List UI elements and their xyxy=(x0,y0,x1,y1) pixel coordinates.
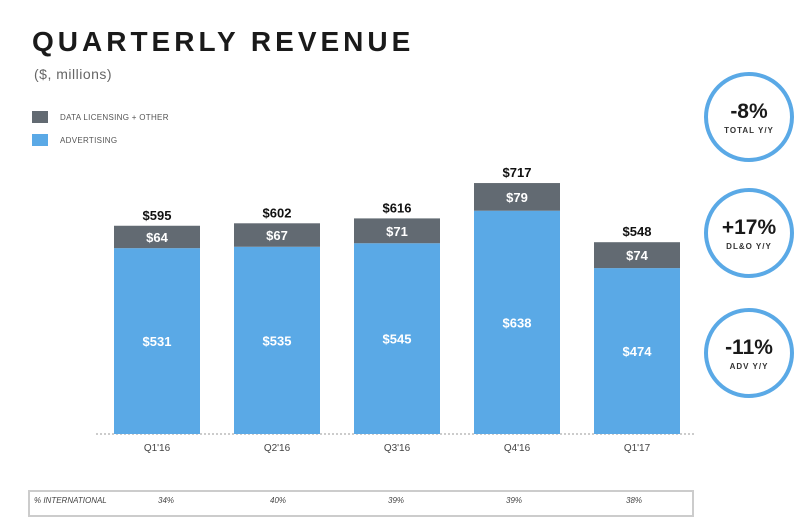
legend-item-dl-other: DATA LICENSING + OTHER xyxy=(32,111,169,123)
international-value-q3-16: 39% xyxy=(388,496,405,505)
x-tick-label-q316: Q3'16 xyxy=(384,443,411,454)
x-tick-label-q416: Q4'16 xyxy=(504,443,531,454)
badge-dlo-label: DL&O Y/Y xyxy=(726,241,772,251)
legend-swatch-advertising xyxy=(32,134,48,146)
total-label-q117: $548 xyxy=(623,224,652,239)
bar-advertising-q316 xyxy=(354,243,440,434)
total-label-q316: $616 xyxy=(383,200,412,215)
badge-dlo-yy: +17% DL&O Y/Y xyxy=(704,188,794,278)
legend-label-dl-other: DATA LICENSING + OTHER xyxy=(60,112,169,122)
bar-advertising-q116 xyxy=(114,248,200,434)
data-label-dl-other-q116: $64 xyxy=(146,230,168,245)
data-label-advertising-q316: $545 xyxy=(383,332,412,347)
data-label-dl-other-q216: $67 xyxy=(266,228,288,243)
international-value-q2-16: 40% xyxy=(270,496,287,505)
international-value-q1-16: 34% xyxy=(158,496,175,505)
total-label-q116: $595 xyxy=(143,208,172,223)
bar-advertising-q416 xyxy=(474,210,560,434)
badge-adv-value: -11% xyxy=(725,335,773,359)
bar-dl-other-q416 xyxy=(474,183,560,211)
badge-dlo-value: +17% xyxy=(721,215,777,239)
x-tick-label-q117: Q1'17 xyxy=(624,443,651,454)
chart-title: QUARTERLY REVENUE xyxy=(32,26,415,57)
legend-label-advertising: ADVERTISING xyxy=(60,135,118,145)
badge-adv-yy: -11% ADV Y/Y xyxy=(704,308,794,398)
data-label-dl-other-q416: $79 xyxy=(506,190,528,205)
badge-total-label: TOTAL Y/Y xyxy=(724,125,774,135)
data-label-advertising-q116: $531 xyxy=(143,334,172,349)
international-value-q4-16: 39% xyxy=(506,496,523,505)
bar-dl-other-q116 xyxy=(114,225,200,249)
data-label-dl-other-q117: $74 xyxy=(626,248,648,263)
bar-dl-other-q316 xyxy=(354,218,440,244)
legend-item-advertising: ADVERTISING xyxy=(32,134,117,146)
data-label-advertising-q216: $535 xyxy=(263,333,292,348)
total-label-q416: $717 xyxy=(503,165,532,180)
bar-advertising-q216 xyxy=(234,246,320,434)
total-label-q216: $602 xyxy=(263,205,292,220)
bar-advertising-q117 xyxy=(594,268,680,434)
x-tick-label-q116: Q1'16 xyxy=(144,443,171,454)
chart-subtitle: ($, millions) xyxy=(34,66,113,82)
x-tick-label-q216: Q2'16 xyxy=(264,443,291,454)
data-label-dl-other-q316: $71 xyxy=(386,224,408,239)
international-label: % INTERNATIONAL xyxy=(34,496,107,505)
bar-dl-other-q216 xyxy=(234,223,320,247)
badge-total-yy: -8% TOTAL Y/Y xyxy=(704,72,794,162)
badge-total-value: -8% xyxy=(730,99,768,123)
data-label-advertising-q117: $474 xyxy=(623,344,653,359)
international-value-q1-17: 38% xyxy=(626,496,643,505)
international-row xyxy=(28,490,694,517)
data-label-advertising-q416: $638 xyxy=(503,315,532,330)
legend-swatch-dl-other xyxy=(32,111,48,123)
bar-dl-other-q117 xyxy=(594,242,680,269)
badge-adv-label: ADV Y/Y xyxy=(729,361,769,371)
